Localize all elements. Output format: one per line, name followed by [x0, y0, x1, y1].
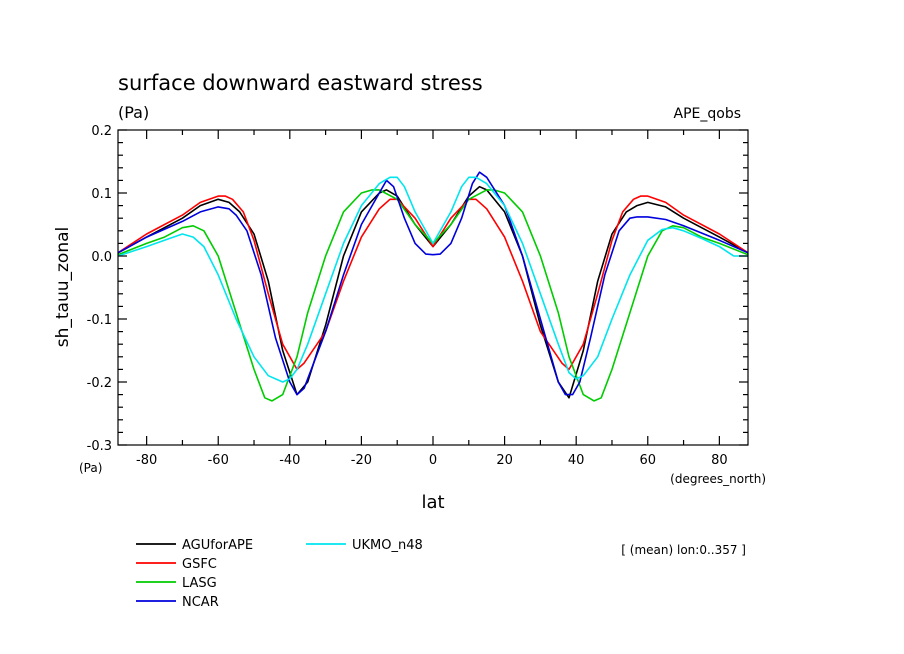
x-tick-label: -80: [136, 453, 157, 468]
y-tick-label: 0.1: [91, 187, 112, 202]
legend-label: NCAR: [182, 595, 219, 610]
legend-label: UKMO_n48: [352, 538, 423, 553]
plot-frame: [117, 129, 749, 446]
x-tick-label: -40: [279, 453, 300, 468]
y-tick-label: 0.0: [91, 250, 112, 265]
x-tick-label: -60: [208, 453, 229, 468]
x-tick-label: 80: [711, 453, 728, 468]
chart-title: surface downward eastward stress: [118, 71, 483, 95]
y-axis-label: sh_tauu_zonal: [53, 227, 73, 348]
legend-label: GSFC: [182, 557, 217, 572]
x-tick-label: 60: [639, 453, 656, 468]
series-line-ncar: [117, 171, 749, 396]
y-tick-label: -0.2: [87, 376, 112, 391]
y-tick-label: -0.1: [87, 313, 112, 328]
series-line-lasg: [117, 189, 749, 402]
axes-layer: -80 -60 -40 -20 0 20 40 60 80 -0.3 -0.2 -0.1 0.0 0.1 0…: [87, 124, 749, 468]
y-tick-label: -0.3: [87, 439, 112, 454]
legend-label: AGUforAPE: [182, 538, 253, 553]
x-tick-label: 20: [496, 453, 513, 468]
series-line-ukmo-n48: [117, 176, 748, 383]
mean-annotation: [ (mean) lon:0..357 ]: [621, 543, 746, 557]
series-line-gsfc: [117, 195, 749, 371]
x-tick-label: -20: [351, 453, 372, 468]
legend-label: LASG: [182, 576, 217, 591]
experiment-label: APE_qobs: [674, 106, 742, 122]
x-units-label: (degrees_north): [670, 472, 766, 486]
y-tick-label: 0.2: [91, 124, 112, 139]
y-units-label: (Pa): [79, 461, 102, 475]
series-layer: [117, 171, 749, 402]
x-tick-label: 0: [429, 453, 437, 468]
units-label: (Pa): [118, 103, 149, 122]
x-tick-label: 40: [568, 453, 585, 468]
x-axis-label: lat: [421, 492, 444, 513]
legend: AGUforAPE GSFC LASG NCAR UKMO_n48: [136, 538, 423, 610]
